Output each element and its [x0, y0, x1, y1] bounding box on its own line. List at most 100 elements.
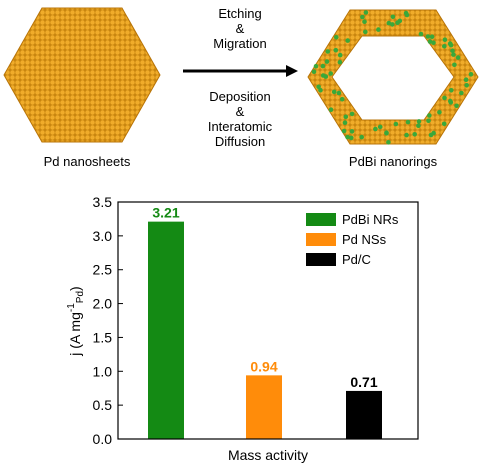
bi-atom — [349, 129, 355, 134]
bar-pd-c — [346, 390, 382, 439]
bi-atom — [386, 140, 391, 145]
bi-atom — [339, 96, 345, 102]
arrow-bottom-line-3: Interatomic — [207, 119, 273, 134]
bi-atom — [442, 95, 447, 101]
bi-atom — [349, 111, 355, 117]
y-tick-label: 0.0 — [93, 431, 113, 447]
bi-atom — [373, 126, 378, 132]
bi-atom — [442, 44, 447, 49]
mass-activity-chart: 0.0 0.5 1.0 1.5 2.0 2.5 3.0 3.5 3.21 0.94 0.71 Pd… — [66, 194, 419, 463]
bi-atom — [342, 120, 348, 125]
bi-atom — [448, 42, 454, 48]
bi-atom — [363, 29, 368, 35]
arrow-top-text: Etching & Migration — [190, 6, 290, 51]
bar-value-label: 0.71 — [350, 374, 377, 390]
bi-atom — [316, 84, 321, 90]
synthesis-scheme — [3, 7, 479, 145]
bi-atom — [363, 10, 369, 15]
bi-atom — [405, 119, 411, 125]
bi-atom — [452, 62, 457, 68]
arrow-bottom-line-2: & — [235, 104, 245, 119]
bi-atom — [442, 37, 448, 42]
arrow-top-line-3: Migration — [213, 36, 267, 51]
bi-atom — [412, 132, 418, 137]
y-axis-ticks: 0.0 0.5 1.0 1.5 2.0 2.5 3.0 3.5 — [93, 194, 123, 447]
bi-atom — [454, 103, 459, 109]
bi-atom — [390, 14, 396, 20]
bi-atom — [331, 89, 337, 95]
bi-atom — [337, 52, 343, 58]
arrow-top-line-2: & — [235, 21, 245, 36]
bi-atom — [343, 114, 349, 120]
bar-pd-nss — [246, 375, 282, 439]
bi-atom — [318, 87, 323, 93]
y-tick-label: 3.0 — [93, 228, 113, 244]
bi-atom — [416, 119, 422, 124]
bar-value-labels: 3.21 0.94 0.71 — [152, 205, 377, 390]
bi-atom — [451, 52, 456, 57]
bi-atom — [334, 35, 339, 40]
plot-frame — [117, 201, 419, 440]
bi-atom — [377, 124, 383, 130]
legend-entry-label: PdBi NRs — [342, 212, 399, 227]
bi-atom — [320, 73, 326, 78]
bi-atom — [455, 55, 461, 60]
bar-value-label: 3.21 — [152, 205, 179, 221]
legend-swatch — [306, 253, 336, 266]
y-tick-label: 3.5 — [93, 194, 113, 210]
bi-atom — [441, 121, 447, 127]
y-tick-label: 0.5 — [93, 397, 113, 413]
legend-swatch — [306, 213, 336, 226]
bi-atom — [427, 39, 433, 44]
bi-atom — [390, 22, 395, 27]
bars — [148, 221, 382, 439]
pd-nanosheets-label: Pd nanosheets — [43, 154, 131, 169]
bi-atom — [386, 20, 392, 26]
y-tick-label: 2.0 — [93, 296, 113, 312]
bi-atom — [324, 59, 330, 64]
bi-atom — [359, 134, 365, 140]
bi-atom — [459, 90, 464, 96]
bi-atom — [395, 20, 400, 26]
bi-atom — [428, 132, 434, 138]
bi-atom — [362, 19, 367, 25]
bi-atom — [464, 83, 470, 88]
bi-atoms — [311, 10, 474, 145]
bi-atom — [336, 90, 342, 96]
bi-atom — [418, 31, 424, 37]
bi-atom — [429, 34, 435, 39]
bi-atom — [463, 77, 469, 82]
bi-atom — [328, 107, 334, 112]
arrow-bottom-line-4: Diffusion — [214, 134, 266, 149]
pd-nanosheet-hexagon — [3, 7, 161, 143]
bar-value-label: 0.94 — [250, 358, 277, 374]
bi-atom — [337, 59, 343, 65]
bi-atom — [325, 49, 331, 54]
arrow-bottom-line-1: Deposition — [209, 89, 271, 104]
x-axis-label: Mass activity — [228, 447, 308, 463]
legend: PdBi NRs Pd NSs Pd/C — [306, 212, 399, 267]
bi-atom — [320, 63, 326, 69]
y-axis-label: j (A mg-1Pd) — [66, 286, 86, 356]
bi-atom — [360, 14, 365, 20]
bi-atom — [341, 128, 347, 134]
bi-atom — [437, 110, 442, 115]
legend-entry-label: Pd/C — [342, 252, 371, 267]
bi-atom — [425, 34, 431, 39]
arrow-bottom-text: Deposition & Interatomic Diffusion — [190, 89, 290, 149]
bi-atom — [384, 130, 389, 135]
bi-atom — [431, 40, 436, 45]
bi-atom — [404, 132, 409, 138]
bi-atom — [345, 134, 350, 140]
bi-atom — [328, 71, 334, 76]
y-tick-label: 1.5 — [93, 329, 113, 345]
pdbi-nanoring — [307, 9, 479, 145]
bi-atom — [448, 100, 454, 105]
arrow-top-line-1: Etching — [218, 6, 262, 21]
bi-atom — [376, 27, 381, 32]
legend-entry-label: Pd NSs — [342, 232, 387, 247]
bar-pdbi-nrs — [148, 221, 184, 439]
bi-atom — [349, 135, 354, 141]
bi-atom — [345, 38, 351, 43]
bi-atom — [450, 48, 455, 53]
